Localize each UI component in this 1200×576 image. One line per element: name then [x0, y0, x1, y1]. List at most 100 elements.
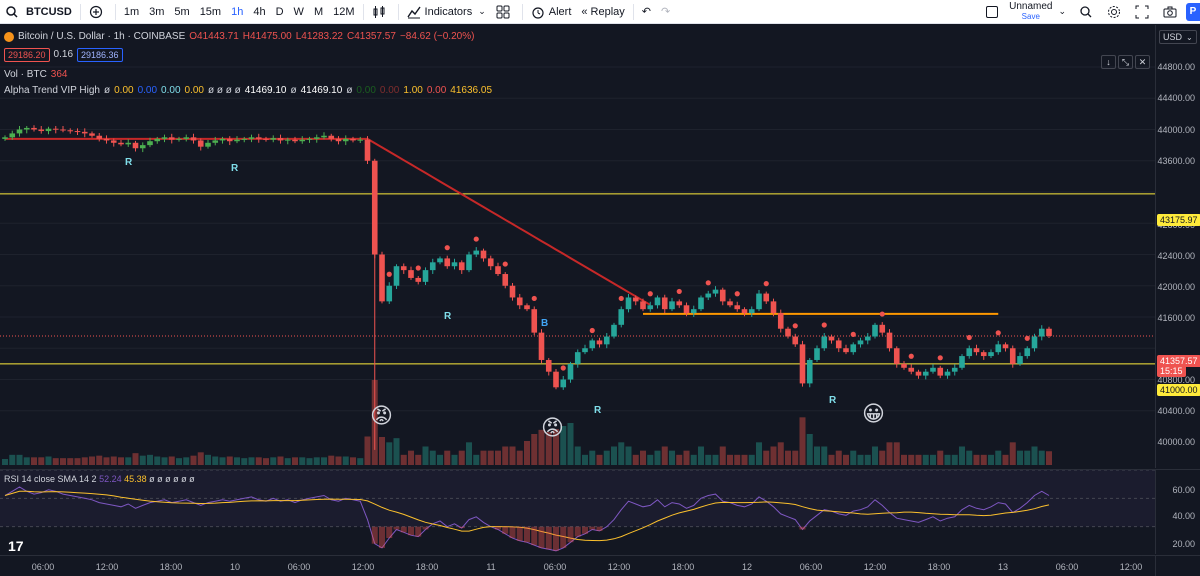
undo-button[interactable]: ↶	[637, 0, 656, 24]
scroll-down-button[interactable]: ↓	[1101, 55, 1116, 69]
volume-bar	[611, 446, 617, 465]
candle-body	[437, 258, 443, 263]
chevron-down-icon[interactable]: ⌄	[1058, 6, 1066, 16]
symbol-search[interactable]: BTCUSD	[0, 0, 77, 24]
r-marker: R	[444, 311, 452, 322]
candle-body	[415, 277, 422, 282]
snapshot-button[interactable]	[1158, 0, 1186, 24]
publish-button[interactable]: P	[1186, 2, 1200, 21]
timeframe-4h[interactable]: 4h	[253, 5, 266, 18]
candle-body	[574, 352, 581, 364]
timeframe-W[interactable]: W	[293, 5, 304, 18]
signal-dot	[705, 280, 711, 286]
volume-bar	[545, 432, 552, 465]
sell-price[interactable]: 29186.20	[4, 48, 50, 62]
timeframe-M[interactable]: M	[313, 5, 324, 18]
layout-checkbox[interactable]	[981, 0, 1003, 24]
timeframe-12M[interactable]: 12M	[333, 5, 355, 18]
volume-bar	[632, 454, 639, 465]
settings-button[interactable]	[1102, 0, 1130, 24]
signal-dot	[647, 291, 653, 297]
chart-type-button[interactable]	[367, 0, 395, 24]
volume-bar	[16, 454, 23, 465]
volume-bar	[89, 456, 95, 465]
buy-price[interactable]: 29186.36	[77, 48, 123, 62]
volume-bar	[944, 454, 951, 465]
tradingview-logo[interactable]: 17	[8, 538, 24, 554]
volume-bar	[922, 454, 929, 465]
candle-body	[96, 135, 103, 139]
collapse-button[interactable]: ⤡	[1118, 55, 1133, 69]
currency-select[interactable]: USD ⌄	[1159, 30, 1197, 44]
timeframe-15m[interactable]: 15m	[199, 5, 222, 18]
time-axis-label: 12:00	[95, 562, 119, 572]
symbol-title[interactable]: Bitcoin / U.S. Dollar · 1h · COINBASE	[18, 31, 186, 42]
volume-bar	[879, 450, 886, 465]
timeframe-5m[interactable]: 5m	[174, 5, 190, 18]
close-value: C41357.57	[347, 31, 396, 42]
rsi-axis[interactable]: 60.00 40.00 20.00	[1155, 469, 1200, 554]
volume-label[interactable]: Vol · BTC	[4, 69, 47, 80]
signal-dot	[589, 327, 595, 334]
replay-button[interactable]: « Replay	[576, 0, 629, 24]
volume-bar	[596, 454, 603, 465]
volume-bar	[966, 450, 973, 465]
candle-body	[176, 138, 182, 140]
templates-button[interactable]	[491, 0, 519, 24]
candle-body	[270, 138, 277, 140]
timeframe-D[interactable]: D	[275, 5, 284, 18]
candle-body	[915, 371, 922, 376]
volume-bar	[226, 456, 233, 465]
indicator-values: ø 0.00 0.00 0.00 0.00 ø ø ø ø 41469.10 ø 41469.1…	[104, 83, 492, 99]
volume-bar	[241, 458, 248, 465]
volume-bar	[959, 446, 965, 465]
timeframe-3m[interactable]: 3m	[149, 5, 165, 18]
candle-body	[908, 367, 915, 372]
time-axis-label: 11	[486, 562, 496, 572]
indicators-button[interactable]: Indicators ⌄	[402, 0, 491, 24]
volume-bar	[168, 456, 175, 465]
volume-bar	[444, 450, 451, 465]
candle-body	[2, 137, 8, 139]
compare-button[interactable]	[84, 0, 112, 24]
candle-body	[205, 142, 211, 147]
rsi-label[interactable]: RSI 14 close SMA 14 2	[4, 474, 97, 484]
redo-button[interactable]: ↷	[656, 0, 675, 24]
timeframe-1m[interactable]: 1m	[123, 5, 140, 18]
alert-button[interactable]: Alert	[526, 0, 577, 24]
volume-bar	[1024, 450, 1031, 465]
candle-body	[980, 352, 987, 357]
volume-bar	[901, 454, 907, 465]
timeframe-1h[interactable]: 1h	[231, 5, 244, 18]
fullscreen-button[interactable]	[1130, 0, 1158, 24]
divider	[79, 3, 81, 20]
candle-body	[480, 250, 487, 259]
volume-bar	[915, 454, 922, 465]
candle-body	[313, 137, 320, 139]
candle-body	[408, 270, 414, 278]
price-axis[interactable]: 44800.0044400.0044000.0043600.0042800.00…	[1155, 25, 1200, 468]
quick-search-button[interactable]	[1074, 0, 1102, 24]
layout-name[interactable]: Unnamed Save	[1003, 1, 1058, 22]
rsi-chart-svg[interactable]	[0, 469, 1155, 555]
last-price-tag: 41357.57	[1157, 355, 1200, 367]
candle-body	[988, 352, 994, 357]
candle-body	[9, 133, 16, 138]
candle-body	[466, 254, 472, 271]
indicators-icon	[406, 6, 421, 18]
candle-body	[306, 138, 313, 140]
candle-body	[872, 324, 878, 337]
candle-body	[67, 130, 74, 132]
rsi-pane[interactable]: RSI 14 close SMA 14 2 52.24 45.38 ø ø ø …	[0, 469, 1155, 554]
close-button[interactable]: ✕	[1135, 55, 1150, 69]
time-axis[interactable]: 06:00 12:00 18:00 10 06:00 12:00 18:00 11 06:00 1…	[0, 555, 1155, 576]
price-chart-svg[interactable]	[0, 25, 1155, 468]
volume-bar	[292, 457, 298, 465]
volume-bar	[719, 446, 726, 465]
volume-bar	[480, 450, 487, 465]
candle-body	[1024, 348, 1031, 357]
indicator-label[interactable]: Alpha Trend VIP High	[4, 85, 100, 96]
volume-bar	[821, 446, 828, 465]
signal-dot	[531, 295, 537, 302]
main-chart[interactable]: Bitcoin / U.S. Dollar · 1h · COINBASE O4…	[0, 25, 1155, 468]
